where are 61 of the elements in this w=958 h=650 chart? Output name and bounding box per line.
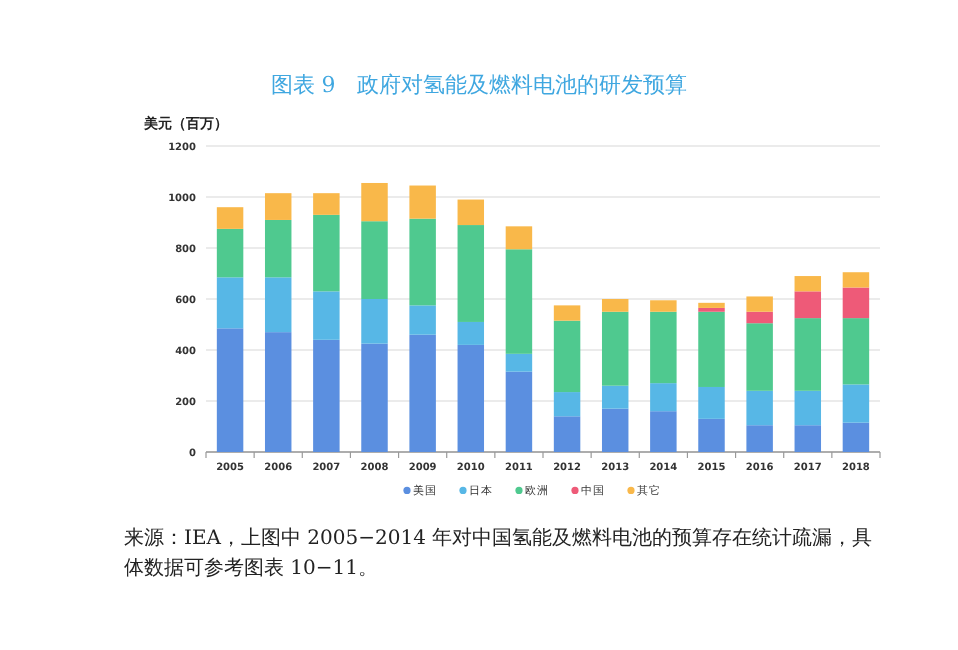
bar <box>313 291 340 340</box>
bar <box>842 384 870 423</box>
bar <box>794 276 822 292</box>
bar <box>553 392 581 417</box>
bar <box>216 328 244 452</box>
bar <box>746 296 773 312</box>
bar <box>313 193 340 215</box>
bar <box>361 299 388 344</box>
bar <box>505 371 533 452</box>
chart-title: 图表 9 政府对氢能及燃料电池的研发预算 <box>268 70 690 100</box>
bar <box>601 408 629 452</box>
bar <box>216 207 244 229</box>
bar <box>409 218 436 306</box>
bar <box>553 416 581 452</box>
bar <box>361 182 388 222</box>
bar <box>650 383 677 412</box>
bar <box>698 302 725 308</box>
bar <box>794 425 822 452</box>
bar <box>650 311 677 384</box>
source-note: 来源：IEA，上图中 2005−2014 年对中国氢能及燃料电池的预算存在统计疏漏，具体数据可参考图表 10−11。 <box>124 525 875 584</box>
bar <box>650 300 677 312</box>
bar <box>216 277 244 329</box>
bar <box>505 249 533 354</box>
bar <box>698 311 725 387</box>
bar <box>842 422 870 452</box>
bar <box>361 343 388 452</box>
bar <box>264 277 292 333</box>
bar <box>553 305 581 321</box>
bar <box>409 305 436 335</box>
bar <box>794 390 822 426</box>
bar <box>457 321 485 345</box>
bar <box>698 418 725 452</box>
bar <box>746 323 773 391</box>
bar <box>313 214 340 292</box>
bar <box>650 411 677 452</box>
bar <box>361 221 388 299</box>
bar <box>313 339 340 452</box>
bar <box>505 353 533 372</box>
bar <box>842 318 870 385</box>
bar <box>553 320 581 393</box>
bar <box>746 425 773 452</box>
bar <box>698 386 725 419</box>
bar <box>794 318 822 391</box>
bar <box>505 226 533 250</box>
bar <box>746 311 773 324</box>
bar <box>409 185 436 219</box>
bar <box>842 272 870 288</box>
bar <box>746 390 773 426</box>
bar <box>601 385 629 409</box>
bar <box>457 199 485 226</box>
bar <box>264 219 292 278</box>
bar <box>409 334 436 452</box>
bar <box>216 228 244 278</box>
bar <box>264 193 292 220</box>
bar <box>842 287 870 319</box>
bar <box>457 344 485 452</box>
bar <box>601 311 629 386</box>
bar <box>601 299 629 312</box>
bar <box>264 332 292 452</box>
bar <box>794 291 822 319</box>
bar <box>457 225 485 322</box>
